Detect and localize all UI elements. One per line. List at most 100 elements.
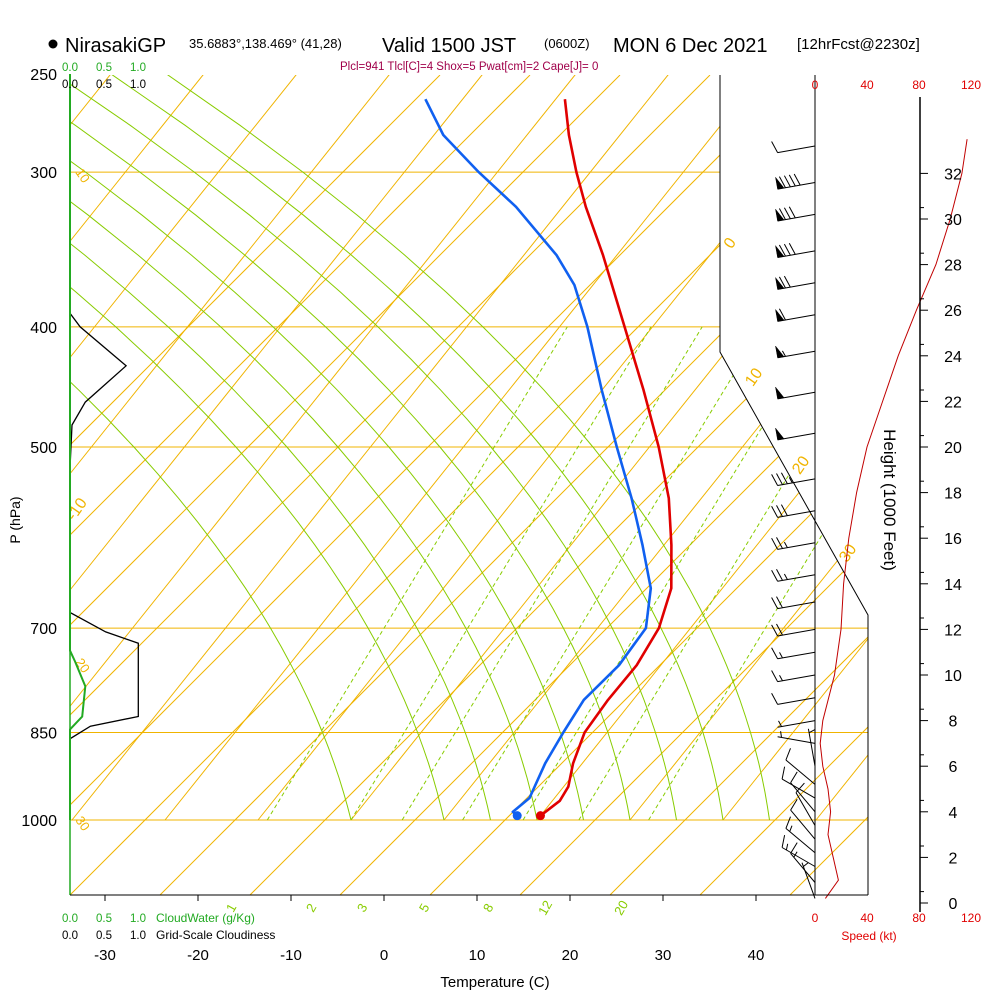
wind-barb [790,842,816,883]
wind-barb [801,862,816,899]
cloudwater-bottom-tick: 0.5 [96,913,112,925]
wind-barb-flag [775,177,785,190]
isotherm-line [70,75,391,821]
wind-barb [777,731,816,744]
mixing-ratio-label: 3 [354,901,371,915]
cloudiness-bottom-tick: 0.5 [96,930,112,942]
wind-barb [771,623,816,637]
moist-adiabat-line [70,75,491,821]
moist-adiabat-line [70,75,677,821]
profiles-layer [69,74,968,899]
wind-barb [777,720,816,728]
wind-barb [771,537,816,550]
height-tick-label: 4 [949,805,958,822]
cloudwater-title: CloudWater (g/Kg) [156,911,255,925]
cloudiness-top-tick: 0.0 [62,79,78,91]
wind-barb-flag [775,245,785,258]
wind-barb [790,799,816,840]
dry-adiabat-line [249,75,868,895]
x-tick-label: -10 [280,947,302,964]
dry-adiabat-line [339,75,868,895]
moist-adiabat-line [70,75,445,821]
speed-bottom-tick: 40 [860,911,874,925]
cloudwater-top-tick: 0.5 [96,62,112,74]
wind-barb [771,647,816,660]
height-tick-label: 20 [944,440,962,457]
height-tick-label: 12 [944,622,962,639]
forecast-info: [12hrFcst@2230z] [797,36,920,53]
speed-top-tick: 40 [860,78,874,92]
moist-adiabat-line [70,75,631,821]
moist-adiabat-line [70,75,352,821]
isotherm-line [815,75,868,821]
wind-barb [781,835,816,867]
x-tick-label: 10 [469,947,486,964]
speed-top-tick: 120 [961,78,981,92]
mixing-ratio-line [350,326,652,821]
isotherm-label: 30 [72,813,93,833]
height-tick-label: 14 [944,577,962,594]
chart-header: NirasakiGP 35.6883°,138.469° (41,28) Val… [48,35,920,73]
mixing-ratio-line [578,326,868,821]
isotherm-line [71,75,670,821]
station-bullet-icon [48,39,58,49]
pressure-tick-label: 850 [30,726,57,743]
plot-right-border [719,75,869,895]
height-tick-label: 28 [944,258,962,275]
moist-adiabat-line [70,75,584,821]
temperature-line [539,99,673,817]
y-axis-title: P (hPa) [7,496,23,543]
pressure-tick-label: 700 [30,621,57,638]
mixing-ratio-label: 12 [535,898,555,918]
cloudiness-bottom-tick: 0.0 [62,930,78,942]
mixing-ratio-line [462,326,764,821]
surface-dewpoint-point [512,811,522,821]
height-tick-label: 0 [949,896,958,913]
adiabat-label: -10 [64,495,91,524]
dry-adiabat-line [429,75,868,895]
cloudwater-bottom-tick: 0.0 [62,913,78,925]
dry-adiabat-line [609,75,868,895]
isotherm-line [70,75,298,821]
height-tick-label: 30 [944,212,962,229]
wind-barb [807,728,816,767]
wind-barb [771,670,816,683]
dry-adiabat-line [70,75,868,895]
adiabat-label: 10 [742,365,766,389]
speed-bottom-tick: 0 [812,911,819,925]
height-axis-title: Height (1000 Feet) [880,429,899,571]
isotherm-line [164,75,763,821]
wind-barb [771,693,816,705]
dry-adiabat-line [699,75,868,895]
dry-adiabat-line [70,75,621,895]
wind-barb-flag [775,345,785,359]
cloudiness-bottom-tick: 1.0 [130,930,146,942]
mixing-ratio-line [648,326,868,821]
height-tick-label: 22 [944,394,962,411]
dry-adiabat-line [519,75,868,895]
height-tick-label: 10 [944,668,962,685]
wind-barb [771,504,816,518]
speed-top-tick: 80 [912,78,926,92]
isotherm-line [629,75,868,821]
height-tick-label: 26 [944,303,962,320]
wind-barbs [771,141,816,899]
valid-date: MON 6 Dec 2021 [613,35,768,57]
x-axis-title: Temperature (C) [440,974,549,991]
dry-adiabat-line [70,75,441,895]
wind-barb [777,206,816,222]
wind-barb [785,748,816,785]
pressure-tick-label: 500 [30,440,57,457]
moist-adiabat-line [110,75,724,821]
speed-top-tick: 0 [812,78,819,92]
cloudiness-title: Grid-Scale Cloudiness [156,928,275,942]
cloudwater-top-tick: 1.0 [130,62,146,74]
mixing-ratio-label: 20 [611,898,631,918]
wind-barb [790,771,816,813]
isotherm-line [722,75,868,821]
pressure-tick-label: 400 [30,320,57,337]
wind-barb-flag [775,427,785,441]
height-tick-label: 18 [944,486,962,503]
mixing-ratio-label: 8 [480,901,497,915]
